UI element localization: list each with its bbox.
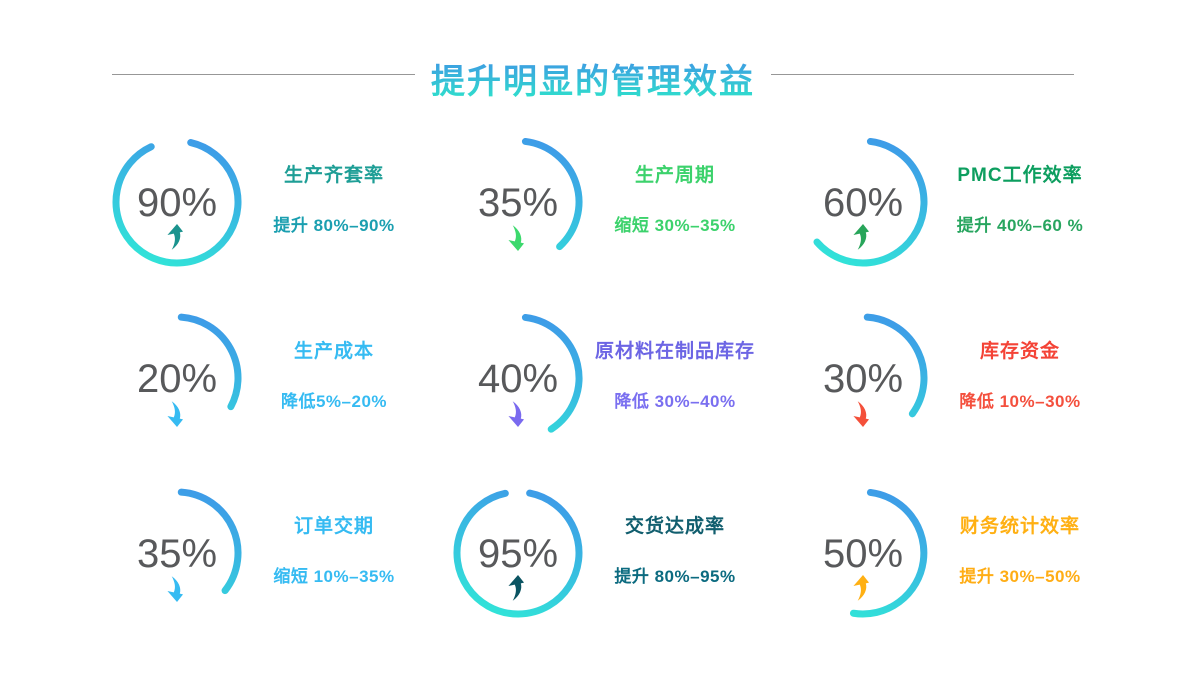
progress-arc — [521, 137, 583, 251]
stat-value: 35% — [477, 181, 559, 225]
progress-arc — [453, 489, 583, 618]
stat-label: 订单交期 缩短 10%–35% — [244, 516, 424, 587]
progress-ring: 30% — [798, 313, 928, 443]
stat-subtitle: 提升 40%–60 % — [956, 215, 1084, 235]
stat-item: 90% 生产齐套率 提升 80%–90% — [112, 137, 424, 267]
trend-up-arrow-icon — [167, 224, 184, 250]
stat-label: 交货达成率 提升 80%–95% — [585, 516, 765, 587]
progress-ring: 50% — [798, 488, 928, 618]
stat-item: 60% PMC工作效率 提升 40%–60 % — [798, 137, 1110, 267]
stat-item: 50% 财务统计效率 提升 30%–50% — [798, 488, 1110, 618]
stat-label: 生产成本 降低5%–20% — [244, 341, 424, 412]
stat-subtitle: 降低 30%–40% — [614, 391, 736, 411]
progress-arc — [177, 488, 242, 595]
progress-ring: 20% — [112, 313, 242, 443]
stat-label: 原材料在制品库存 降低 30%–40% — [585, 341, 765, 412]
stat-value: 40% — [477, 357, 559, 401]
progress-ring: 40% — [453, 313, 583, 443]
stat-subtitle: 提升 80%–95% — [614, 566, 736, 586]
stat-value: 20% — [136, 357, 218, 401]
progress-arc — [177, 313, 242, 411]
stat-label: PMC工作效率 提升 40%–60 % — [930, 165, 1110, 236]
trend-down-arrow-icon — [167, 576, 184, 602]
stat-subtitle: 提升 30%–50% — [959, 566, 1081, 586]
progress-ring: 95% — [453, 488, 583, 618]
trend-down-arrow-icon — [508, 225, 525, 251]
stat-subtitle: 降低5%–20% — [280, 391, 388, 411]
header-line-left — [112, 74, 415, 75]
stat-subtitle: 缩短 30%–35% — [614, 215, 736, 235]
stat-title: 生产周期 — [634, 165, 715, 186]
stat-title: 库存资金 — [979, 341, 1060, 362]
trend-down-arrow-icon — [853, 401, 870, 427]
progress-ring: 35% — [112, 488, 242, 618]
stat-item: 20% 生产成本 降低5%–20% — [112, 313, 424, 443]
stat-title: 交货达成率 — [624, 516, 725, 537]
trend-up-arrow-icon — [853, 224, 870, 250]
stat-label: 库存资金 降低 10%–30% — [930, 341, 1110, 412]
stat-item: 40% 原材料在制品库存 降低 30%–40% — [453, 313, 765, 443]
stat-value: 35% — [136, 532, 218, 576]
stat-item: 95% 交货达成率 提升 80%–95% — [453, 488, 765, 618]
stat-title: 订单交期 — [293, 516, 374, 537]
stat-subtitle: 提升 80%–90% — [273, 215, 395, 235]
stat-title: 生产齐套率 — [283, 165, 384, 186]
trend-up-arrow-icon — [508, 575, 525, 601]
progress-ring: 35% — [453, 137, 583, 267]
page-title: 提升明显的管理效益 — [0, 54, 1186, 103]
stat-title: PMC工作效率 — [957, 165, 1083, 186]
progress-arc — [849, 488, 928, 618]
stat-title: 财务统计效率 — [959, 516, 1080, 537]
trend-down-arrow-icon — [167, 401, 184, 427]
stat-subtitle: 缩短 10%–35% — [273, 566, 395, 586]
stat-label: 生产周期 缩短 30%–35% — [585, 165, 765, 236]
progress-ring: 90% — [112, 137, 242, 267]
stat-item: 35% 生产周期 缩短 30%–35% — [453, 137, 765, 267]
stat-title: 原材料在制品库存 — [594, 341, 755, 362]
stat-item: 35% 订单交期 缩短 10%–35% — [112, 488, 424, 618]
progress-ring: 60% — [798, 137, 928, 267]
progress-arc — [863, 313, 928, 418]
progress-arc — [521, 313, 583, 433]
stat-value: 95% — [477, 532, 559, 576]
trend-down-arrow-icon — [508, 401, 525, 427]
trend-up-arrow-icon — [853, 575, 870, 601]
stat-label: 财务统计效率 提升 30%–50% — [930, 516, 1110, 587]
progress-arc — [112, 139, 242, 267]
stat-value: 50% — [822, 532, 904, 576]
stat-subtitle: 降低 10%–30% — [959, 391, 1081, 411]
header-line-right — [771, 74, 1074, 75]
stat-value: 90% — [136, 181, 218, 225]
stat-value: 30% — [822, 357, 904, 401]
stat-title: 生产成本 — [293, 341, 374, 362]
stat-value: 60% — [822, 181, 904, 225]
stat-label: 生产齐套率 提升 80%–90% — [244, 165, 424, 236]
stat-item: 30% 库存资金 降低 10%–30% — [798, 313, 1110, 443]
progress-arc — [813, 137, 928, 267]
